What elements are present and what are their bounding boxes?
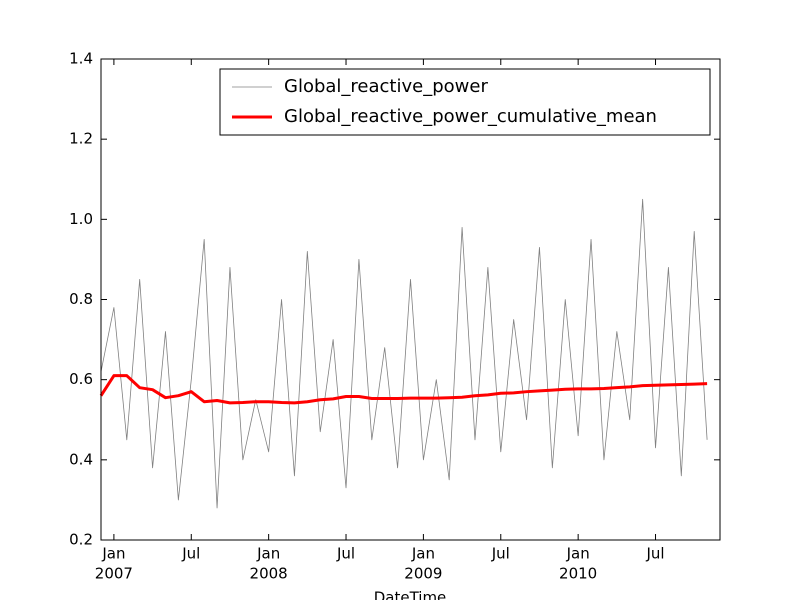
x-tick-label: Jan	[101, 545, 125, 563]
x-tick-label: Jul	[645, 545, 664, 563]
legend-label: Global_reactive_power	[284, 76, 488, 97]
x-tick-sublabel: 2007	[95, 565, 133, 583]
x-tick-sublabel: 2009	[404, 565, 442, 583]
legend-label: Global_reactive_power_cumulative_mean	[284, 106, 657, 127]
x-tick-label: Jan	[256, 545, 280, 563]
x-tick-label: Jan	[566, 545, 590, 563]
series-line	[99, 374, 708, 405]
x-tick-sublabel: 2008	[250, 565, 288, 583]
x-tick-label: Jan	[411, 545, 435, 563]
y-tick-label: 1.2	[69, 130, 93, 148]
x-tick-label: Jul	[181, 545, 200, 563]
plot-frame	[100, 58, 721, 541]
x-axis-label: DateTime	[374, 589, 447, 600]
y-tick-label: 0.6	[69, 370, 93, 388]
y-tick-label: 0.8	[69, 290, 93, 308]
y-tick-label: 0.2	[69, 531, 93, 549]
legend: Global_reactive_power Global_reactive_pow…	[219, 68, 711, 136]
x-tick-sublabel: 2010	[559, 565, 597, 583]
y-tick-label: 0.4	[69, 450, 93, 468]
x-tick-label: Jul	[336, 545, 355, 563]
x-tick-label: Jul	[491, 545, 510, 563]
legend-box	[219, 68, 711, 136]
y-tick-label: 1.0	[69, 210, 93, 228]
series-line	[100, 198, 708, 509]
y-tick-label: 1.4	[69, 50, 93, 68]
